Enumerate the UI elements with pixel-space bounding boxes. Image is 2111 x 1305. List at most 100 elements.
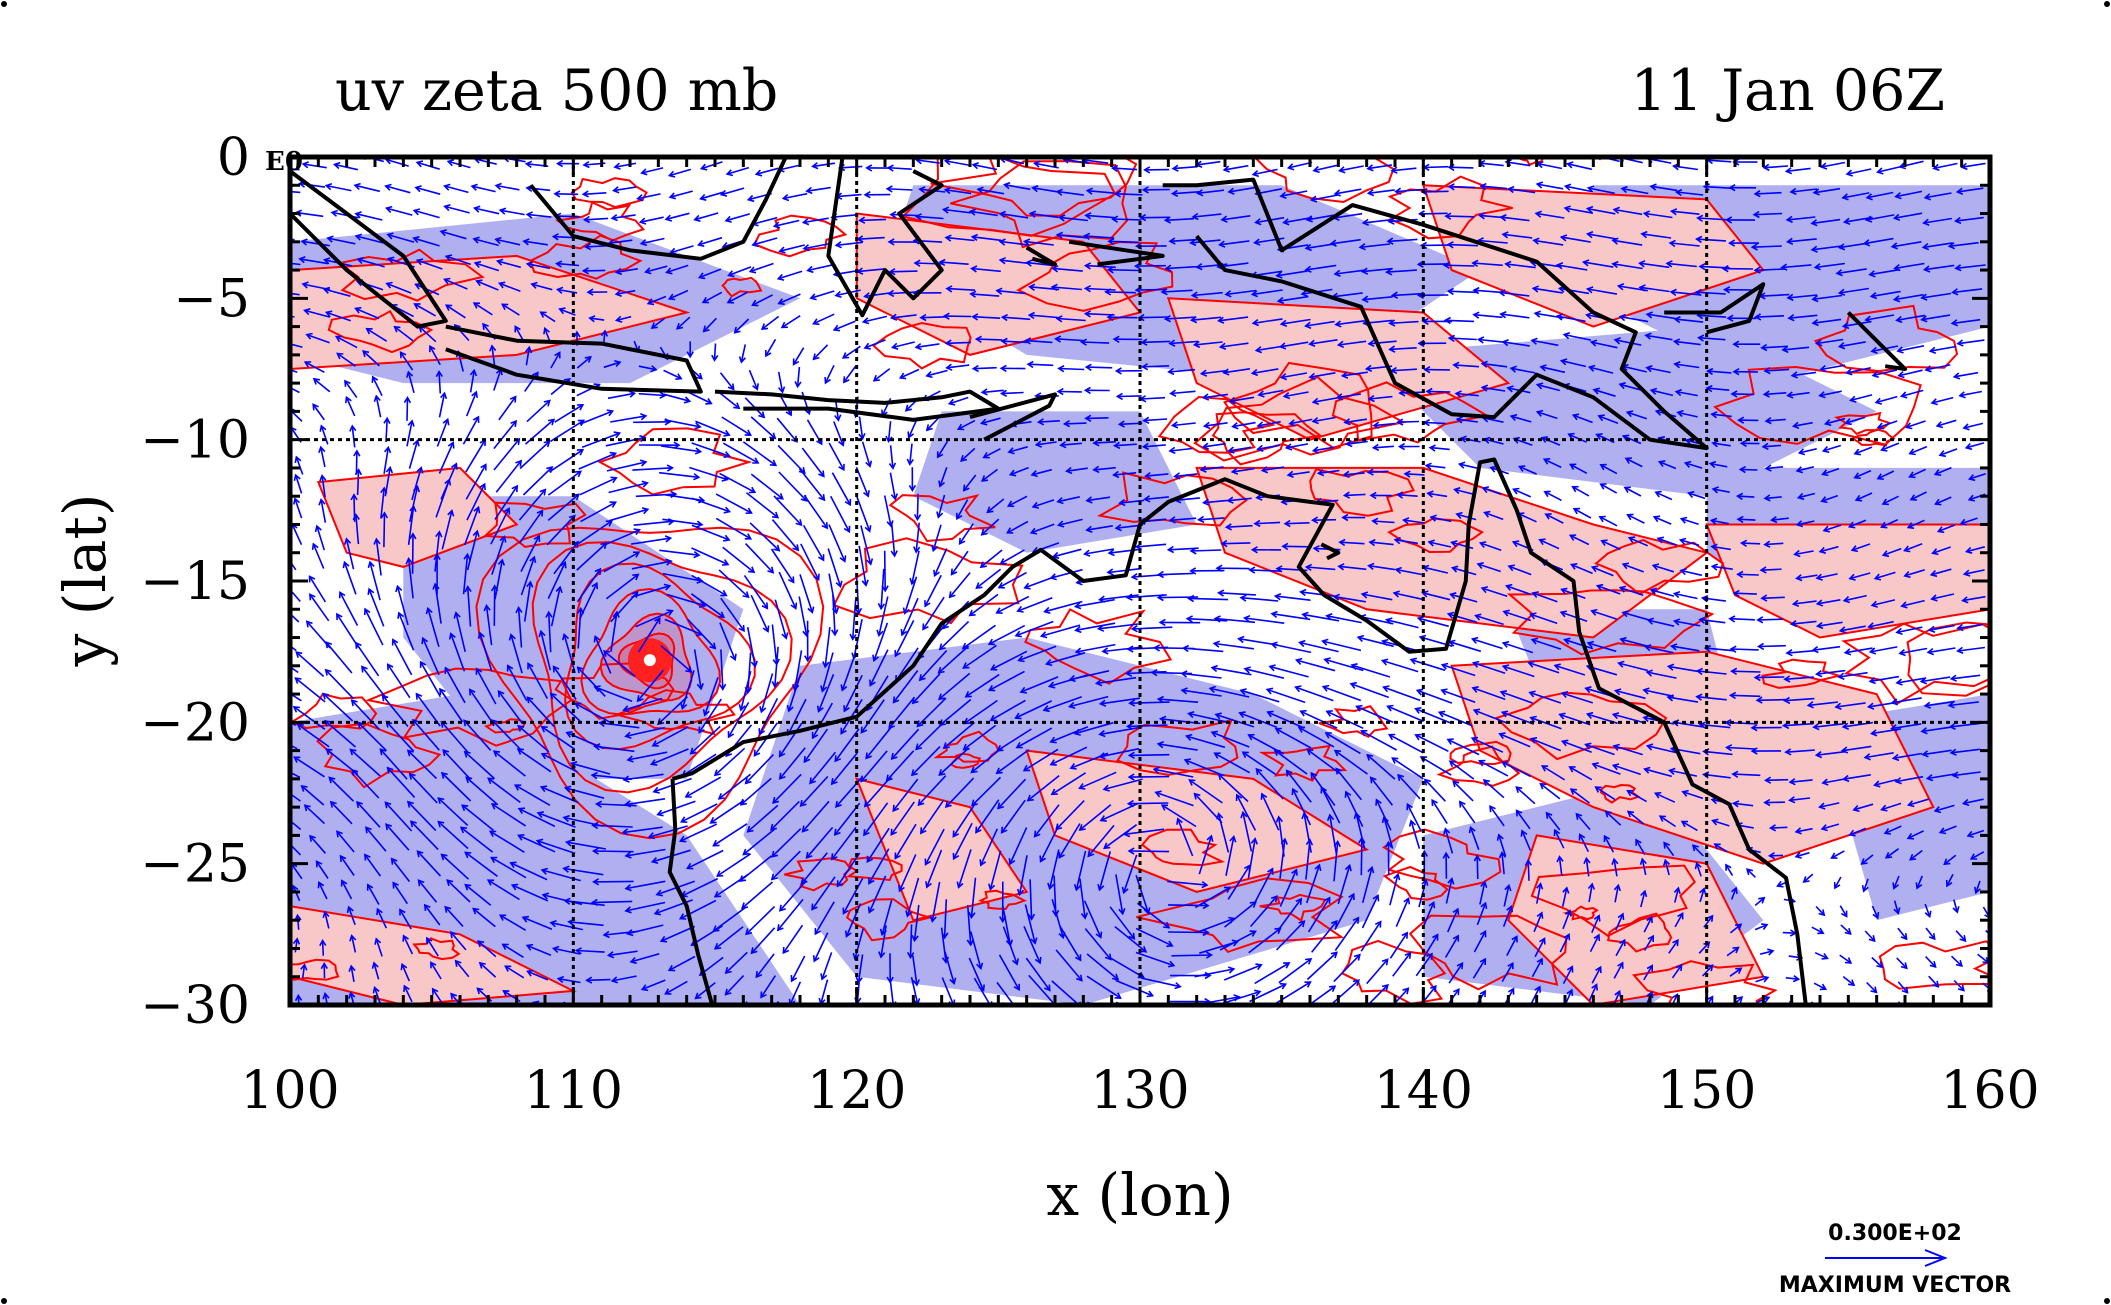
wind-vector: [1069, 670, 1110, 681]
wind-vector-head: [709, 642, 717, 650]
wind-vector: [1501, 962, 1514, 983]
wind-vector: [301, 785, 325, 806]
wind-vector: [335, 335, 358, 349]
wind-vector-head: [868, 877, 875, 885]
wind-vector-head: [1725, 863, 1732, 871]
wind-vector: [1387, 238, 1418, 243]
wind-vector-head: [413, 303, 421, 310]
wind-vector-head: [1626, 789, 1634, 797]
wind-vector: [1008, 446, 1028, 453]
wind-vector: [550, 352, 561, 369]
wind-vector-head: [472, 415, 480, 423]
wind-vector-head: [1187, 594, 1195, 603]
wind-vector-head: [1107, 548, 1115, 557]
wind-vector-head: [293, 756, 301, 763]
wind-vector: [1417, 689, 1453, 704]
wind-vector-head: [1498, 732, 1506, 740]
wind-vector: [1612, 263, 1643, 270]
wind-vector-head: [1385, 617, 1393, 625]
wind-vector: [444, 278, 468, 290]
wind-vector-head: [1115, 392, 1123, 401]
wind-vector: [740, 344, 747, 363]
wind-vector: [821, 952, 833, 980]
wind-vector: [362, 350, 380, 367]
wind-vector-head: [1687, 490, 1695, 499]
wind-vector: [1671, 994, 1679, 1005]
wind-vector: [1311, 194, 1339, 201]
wind-vector: [631, 560, 672, 570]
wind-vector-head: [1127, 751, 1135, 759]
wind-vector: [1797, 520, 1815, 526]
wind-vector-head: [1623, 486, 1631, 494]
wind-vector-head: [1208, 685, 1216, 693]
wind-vector: [1671, 210, 1700, 215]
wind-vector: [1055, 338, 1084, 342]
wind-vector: [522, 466, 553, 496]
wind-vector: [523, 240, 548, 246]
wind-vector-head: [1361, 295, 1369, 303]
wind-vector: [715, 493, 752, 514]
wind-vector: [1471, 737, 1504, 753]
wind-vector: [339, 855, 355, 876]
wind-vector: [1839, 287, 1869, 294]
wind-vector-head: [373, 537, 381, 545]
wind-vector-head: [362, 350, 370, 358]
wind-vector: [1697, 670, 1727, 675]
wind-vector: [1862, 878, 1869, 892]
wind-vector: [1821, 494, 1839, 502]
wind-vector-head: [1015, 741, 1023, 749]
wind-vector-head: [863, 800, 871, 808]
wind-vector: [1924, 264, 1955, 271]
wind-vector-head: [387, 256, 395, 264]
wind-vector-head: [1097, 883, 1105, 892]
wind-vector-head: [1817, 927, 1825, 935]
wind-vector: [1221, 990, 1261, 1005]
wind-vector-head: [1143, 907, 1151, 915]
wind-vector-head: [906, 458, 914, 466]
wind-vector: [1218, 316, 1249, 322]
wind-vector: [1795, 851, 1810, 858]
vorticity-contour: [1024, 608, 1173, 685]
wind-vector-head: [1143, 166, 1151, 174]
wind-vector-head: [1107, 237, 1115, 246]
wind-vector: [1527, 860, 1530, 881]
wind-vector: [1950, 722, 1980, 728]
wind-vector-head: [1840, 746, 1849, 754]
wind-vector: [1187, 617, 1228, 622]
wind-vector: [1881, 518, 1899, 528]
wind-vector: [883, 550, 886, 591]
wind-vector: [1330, 238, 1361, 245]
wind-vector-head: [1791, 599, 1800, 608]
wind-vector-head: [1324, 896, 1331, 904]
wind-vector-head: [1217, 589, 1225, 597]
wind-vector-head: [1057, 364, 1065, 373]
wind-vector-head: [268, 311, 274, 317]
wind-vector-head: [1311, 416, 1319, 425]
wind-vector: [699, 268, 722, 279]
wind-vector-head: [1402, 517, 1410, 525]
wind-vector: [1215, 713, 1255, 728]
wind-vector-head: [1176, 817, 1183, 825]
wind-vector-head: [1563, 183, 1572, 191]
wind-vector-head: [330, 209, 338, 217]
wind-vector-head: [975, 582, 983, 589]
wind-vector-head: [1903, 571, 1911, 579]
wind-vector: [605, 436, 646, 447]
wind-vector: [1591, 966, 1602, 984]
wind-vector-head: [349, 748, 357, 756]
wind-vector: [1200, 466, 1224, 471]
wind-vector: [351, 425, 356, 448]
wind-vector: [1051, 898, 1064, 938]
wind-vector-head: [854, 607, 863, 615]
wind-vector: [424, 904, 441, 926]
wind-vector-head: [1366, 188, 1375, 197]
wind-vector: [417, 879, 438, 903]
wind-vector-head: [1210, 730, 1219, 738]
wind-vector-head: [762, 625, 770, 633]
wind-vector: [1600, 483, 1618, 494]
wind-vector: [616, 289, 636, 295]
wind-vectors: [268, 157, 1990, 1005]
wind-vector: [1790, 188, 1818, 193]
wind-vector-head: [898, 372, 907, 380]
wind-vector-head: [654, 616, 661, 625]
